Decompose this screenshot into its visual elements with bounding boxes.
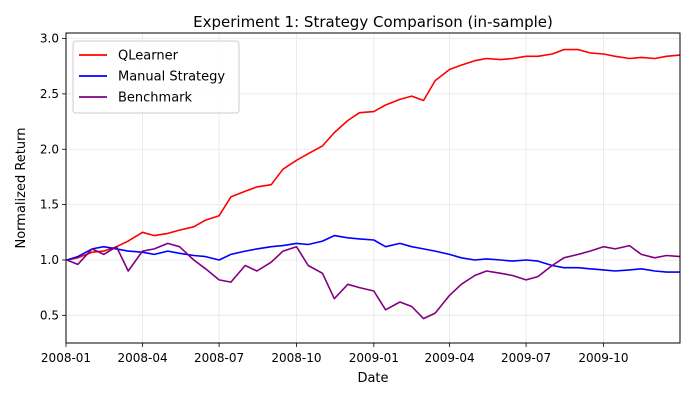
legend-label: Manual Strategy bbox=[118, 70, 225, 85]
x-tick-label: 2008-07 bbox=[194, 351, 244, 365]
y-tick-label: 0.5 bbox=[40, 308, 59, 322]
y-tick-label: 3.0 bbox=[40, 32, 59, 46]
plot-frame bbox=[65, 32, 681, 344]
y-tick-label: 1.5 bbox=[40, 198, 59, 212]
y-tick-label: 2.0 bbox=[40, 142, 59, 156]
series-line-qlearner bbox=[66, 48, 680, 261]
legend-box bbox=[72, 40, 240, 114]
y-tick-label: 1.0 bbox=[40, 253, 59, 267]
x-axis-ticks: 2008-01 2008-04 2008-07 2008-10 2009-01 2009-… bbox=[41, 343, 629, 365]
x-tick-label: 2009-04 bbox=[424, 351, 474, 365]
x-tick-label: 2008-10 bbox=[271, 351, 321, 365]
x-tick-label: 2009-07 bbox=[501, 351, 551, 365]
legend-label: Benchmark bbox=[118, 91, 193, 106]
y-tick-label: 2.5 bbox=[40, 87, 59, 101]
series-line-benchmark bbox=[66, 242, 680, 320]
grid bbox=[65, 33, 680, 343]
legend: QLearner Manual Strategy Benchmark bbox=[72, 40, 240, 114]
chart-title: Experiment 1: Strategy Comparison (in-sa… bbox=[193, 13, 553, 31]
series-lines bbox=[66, 48, 680, 320]
x-tick-label: 2008-04 bbox=[117, 351, 167, 365]
x-tick-label: 2008-01 bbox=[41, 351, 91, 365]
x-tick-label: 2009-10 bbox=[578, 351, 628, 365]
y-axis-label: Normalized Return bbox=[14, 128, 29, 249]
series-line-manual-strategy bbox=[66, 234, 680, 273]
legend-label: QLearner bbox=[118, 49, 179, 64]
y-axis-ticks: 0.5 1.0 1.5 2.0 2.5 3.0 bbox=[40, 32, 66, 322]
x-tick-label: 2009-01 bbox=[349, 351, 399, 365]
x-axis-label: Date bbox=[357, 371, 388, 386]
